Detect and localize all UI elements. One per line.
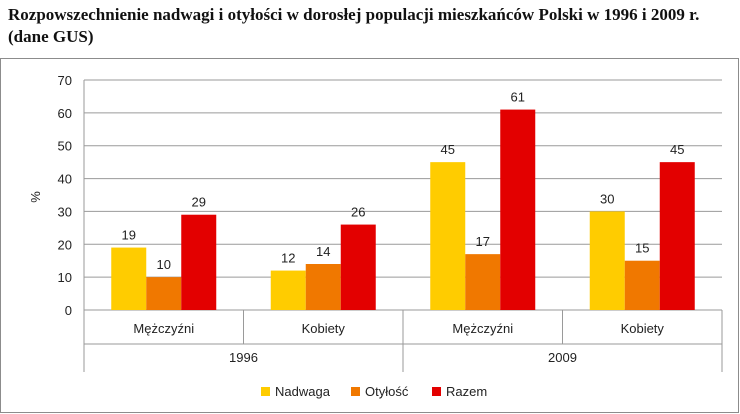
bar xyxy=(589,211,625,310)
data-label: 15 xyxy=(635,241,649,256)
bar xyxy=(111,247,147,310)
category-label: Kobiety xyxy=(302,321,346,336)
data-label: 12 xyxy=(281,251,295,266)
bar xyxy=(181,214,217,310)
chart-title: Rozpowszechnienie nadwagi i otyłości w d… xyxy=(8,5,700,46)
bar xyxy=(305,264,341,310)
y-tick-label: 60 xyxy=(58,106,72,121)
y-tick-label: 10 xyxy=(58,270,72,285)
legend-label: Razem xyxy=(446,384,487,399)
legend-label: Nadwaga xyxy=(275,384,331,399)
y-tick-label: 40 xyxy=(58,172,72,187)
bar xyxy=(146,277,182,310)
data-label: 45 xyxy=(670,142,684,157)
y-tick-label: 30 xyxy=(58,204,72,219)
bar xyxy=(659,162,695,310)
bar xyxy=(270,270,306,310)
data-label: 10 xyxy=(157,257,171,272)
y-tick-label: 20 xyxy=(58,237,72,252)
legend-swatch xyxy=(261,387,270,396)
data-label: 14 xyxy=(316,244,330,259)
data-label: 61 xyxy=(511,90,525,105)
bar xyxy=(500,109,536,310)
bar xyxy=(340,224,376,310)
data-label: 30 xyxy=(600,191,614,206)
y-axis-label: % xyxy=(28,191,43,203)
bar xyxy=(465,254,501,310)
y-tick-label: 50 xyxy=(58,139,72,154)
year-label: 2009 xyxy=(548,350,577,365)
category-label: Mężczyźni xyxy=(133,321,194,336)
legend-label: Otyłość xyxy=(365,384,409,399)
data-label: 26 xyxy=(351,205,365,220)
bar xyxy=(624,260,660,310)
year-label: 1996 xyxy=(229,350,258,365)
bar xyxy=(430,162,466,310)
y-tick-label: 0 xyxy=(65,303,72,318)
y-tick-label: 70 xyxy=(58,73,72,88)
category-label: Kobiety xyxy=(621,321,665,336)
data-label: 45 xyxy=(441,142,455,157)
legend-swatch xyxy=(351,387,360,396)
legend-swatch xyxy=(432,387,441,396)
category-label: Mężczyźni xyxy=(452,321,513,336)
data-label: 19 xyxy=(122,228,136,243)
data-label: 29 xyxy=(192,195,206,210)
data-label: 17 xyxy=(476,234,490,249)
